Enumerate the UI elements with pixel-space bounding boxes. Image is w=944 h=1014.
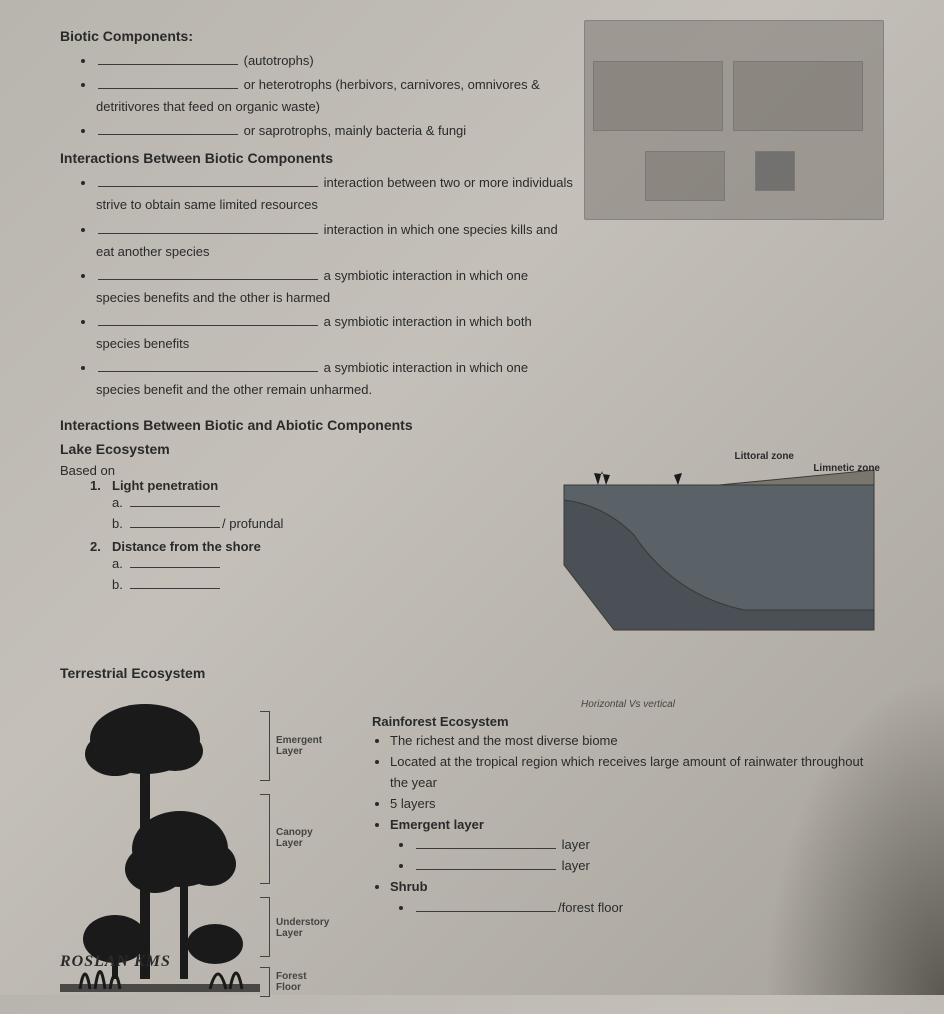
list-item: layer	[414, 856, 884, 877]
list-item: 5 layers	[390, 794, 884, 815]
interactions-heading: Interactions Between Biotic Components	[60, 150, 574, 166]
text: Shrub	[390, 879, 428, 894]
list-item: a symbiotic interaction in which both sp…	[96, 311, 574, 355]
list-item: 1.Light penetration a. b./ profundal	[90, 478, 536, 535]
biotic-list: (autotrophs) or heterotrophs (herbivors,…	[96, 50, 574, 142]
terrestrial-heading: Terrestrial Ecosystem	[60, 665, 884, 681]
list-item: interaction in which one species kills a…	[96, 219, 574, 263]
lake-heading: Lake Ecosystem	[60, 441, 536, 457]
text: Light penetration	[112, 478, 218, 493]
list-item: /forest floor	[414, 898, 884, 919]
limnetic-label: Limnetic zone	[813, 463, 880, 474]
lake-list: 1.Light penetration a. b./ profundal 2.D…	[90, 478, 536, 595]
text: Layer	[276, 746, 303, 757]
footer-author: ROSLAN KMS	[60, 953, 171, 971]
text: Layer	[276, 928, 303, 939]
text: (autotrophs)	[244, 53, 314, 68]
text: layer	[562, 858, 590, 873]
list-item: Located at the tropical region which rec…	[390, 752, 884, 794]
list-item: Emergent layer layer layer	[390, 815, 884, 877]
biotic-heading: Biotic Components:	[60, 28, 574, 44]
list-item: a symbiotic interaction in which one spe…	[96, 265, 574, 309]
list-item: 2.Distance from the shore a. b.	[90, 539, 536, 596]
text: or saprotrophs, mainly bacteria & fungi	[244, 123, 467, 138]
text: Floor	[276, 982, 301, 993]
rainforest-heading: Rainforest Ecosystem	[372, 714, 884, 729]
text: layer	[562, 837, 590, 852]
list-item: or heterotrophs (herbivors, carnivores, …	[96, 74, 574, 118]
text: Distance from the shore	[112, 539, 261, 554]
hv-label: Horizontal Vs vertical	[372, 699, 884, 710]
text: Layer	[276, 838, 303, 849]
lake-zones-diagram: Littoral zone Limnetic zone	[554, 445, 884, 645]
text: / profundal	[222, 516, 283, 531]
list-item: a symbiotic interaction in which one spe…	[96, 357, 574, 401]
text: /forest floor	[558, 900, 623, 915]
abiotic-heading: Interactions Between Biotic and Abiotic …	[60, 417, 884, 433]
based-on-text: Based on	[60, 463, 536, 478]
list-item: (autotrophs)	[96, 50, 574, 72]
text: Canopy	[276, 827, 313, 838]
rainforest-info: Horizontal Vs vertical Rainforest Ecosys…	[372, 699, 884, 1009]
interaction-list: interaction between two or more individu…	[96, 172, 574, 401]
text: Emergent layer	[390, 817, 484, 832]
text: Forest	[276, 971, 307, 982]
list-item: The richest and the most diverse biome	[390, 731, 884, 752]
list-item: Shrub /forest floor	[390, 877, 884, 919]
littoral-label: Littoral zone	[735, 451, 794, 462]
ecosystem-overview-diagram	[584, 20, 884, 220]
list-item: or saprotrophs, mainly bacteria & fungi	[96, 120, 574, 142]
text: Emergent	[276, 735, 322, 746]
text: Understory	[276, 917, 329, 928]
list-item: layer	[414, 835, 884, 856]
list-item: interaction between two or more individu…	[96, 172, 574, 216]
